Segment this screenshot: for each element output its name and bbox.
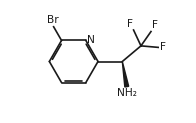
Text: F: F bbox=[152, 20, 158, 30]
Text: NH₂: NH₂ bbox=[117, 88, 137, 98]
Text: N: N bbox=[87, 35, 94, 45]
Polygon shape bbox=[122, 62, 129, 87]
Text: F: F bbox=[160, 42, 166, 52]
Text: F: F bbox=[127, 19, 133, 29]
Text: Br: Br bbox=[46, 15, 58, 25]
